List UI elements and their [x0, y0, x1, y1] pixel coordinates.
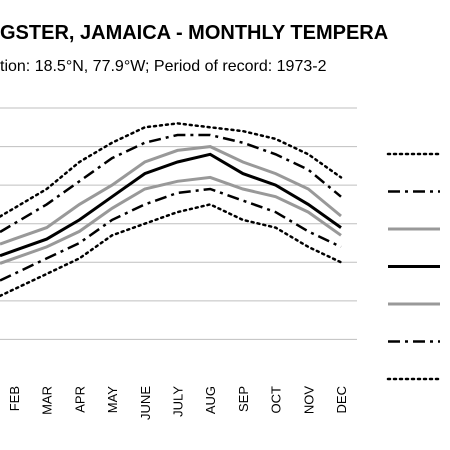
legend [386, 152, 442, 381]
series-line-1 [0, 122, 343, 218]
series-line-3 [0, 145, 342, 246]
chart-title: GSTER, JAMAICA - MONTHLY TEMPERA [0, 22, 389, 44]
x-tick-label: JULY [171, 386, 186, 417]
x-tick-label: SEP [236, 386, 251, 412]
x-tick-label: APR [72, 386, 87, 413]
x-tick-label: MAR [40, 386, 55, 415]
series-lines [0, 122, 343, 298]
x-tick-labels: FEB MAR APR MAY JUNE JULY AUG SEP OCT NOV DEC [7, 386, 349, 420]
chart-subtitle: tion: 18.5°N, 77.9°W; Period of record: … [0, 58, 327, 75]
x-tick-label: NOV [301, 386, 316, 415]
gridlines [0, 107, 357, 340]
x-tick-label: DEC [334, 386, 349, 413]
series-line-6 [0, 187, 342, 282]
series-line-5 [0, 175, 342, 265]
series-line-4 [0, 152, 342, 258]
series-line-2 [0, 133, 342, 234]
x-tick-label: OCT [269, 386, 284, 414]
x-tick-label: MAY [105, 386, 120, 414]
x-tick-label: FEB [7, 386, 22, 411]
x-tick-label: AUG [203, 386, 218, 414]
x-tick-label: JUNE [138, 386, 153, 420]
series-line-7 [0, 203, 343, 298]
